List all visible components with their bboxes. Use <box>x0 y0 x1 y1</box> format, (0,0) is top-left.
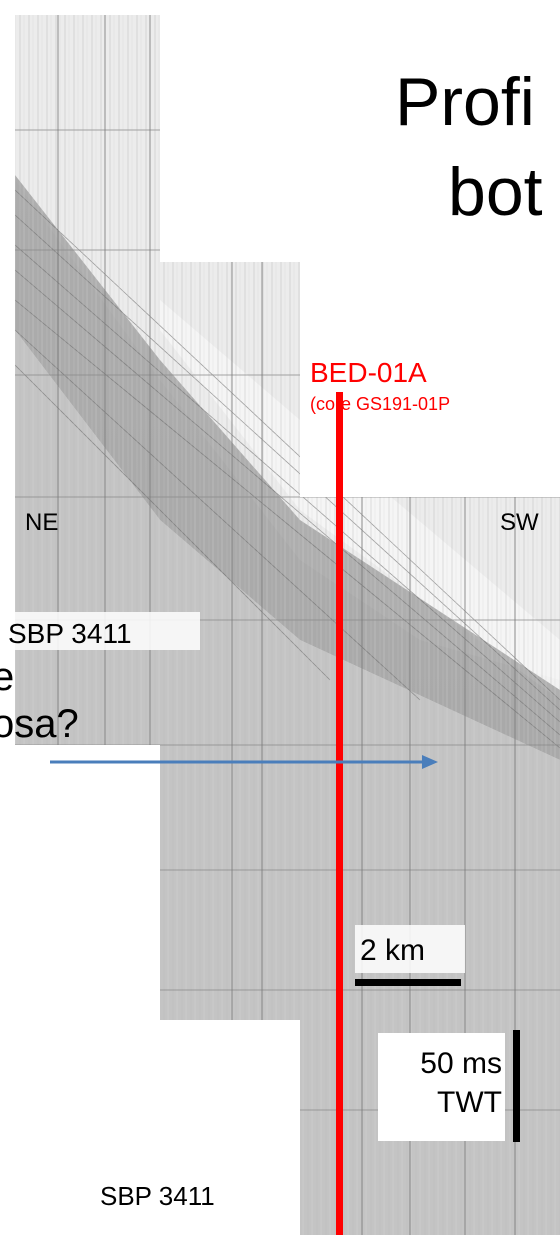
label-bg <box>378 1033 505 1141</box>
label-bg <box>355 925 465 973</box>
scale-bar <box>513 1030 520 1142</box>
core-label: BED-01A <box>310 357 427 388</box>
arrow <box>50 755 438 769</box>
scale-label: 2 km <box>360 934 425 967</box>
scale-bar <box>355 979 461 986</box>
direction-label: NE <box>25 509 58 536</box>
scale-label: 50 ms <box>420 1047 502 1080</box>
core-sublabel: (core GS191-01P <box>310 394 450 414</box>
title-line: Profi <box>395 64 535 140</box>
profile-label: SBP 3411 <box>100 1181 215 1211</box>
core-line <box>336 392 343 1235</box>
title-line: bot <box>448 154 543 230</box>
scale-label: TWT <box>437 1086 502 1119</box>
profile-label: SBP 3411 <box>8 618 132 649</box>
side-text: e <box>0 655 14 699</box>
direction-label: SW <box>500 509 539 536</box>
side-text: osa? <box>0 702 79 746</box>
label-bg <box>0 612 200 650</box>
